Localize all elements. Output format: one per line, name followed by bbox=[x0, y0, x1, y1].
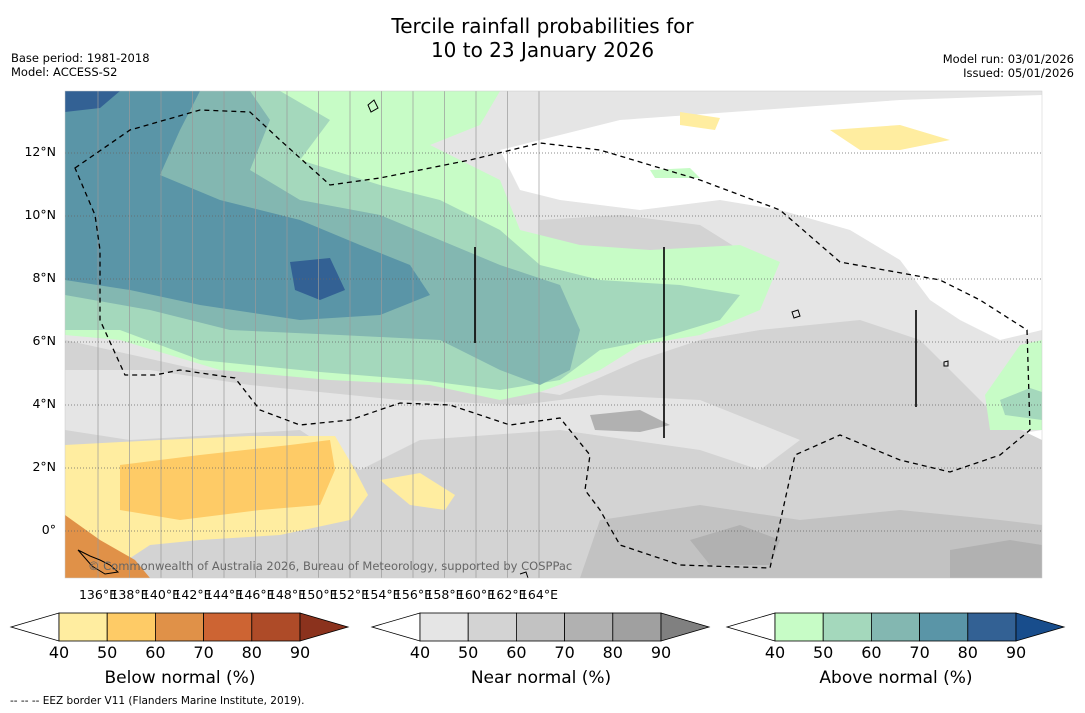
colorbar-tick-label: 70 bbox=[554, 643, 575, 662]
colorbar-min-extension bbox=[9, 612, 60, 642]
colorbar-tick-label: 50 bbox=[813, 643, 834, 662]
colorbar-segment bbox=[419, 612, 469, 642]
longitude-label: 140°E bbox=[141, 587, 180, 602]
issued-label: Issued: 05/01/2026 bbox=[963, 66, 1074, 80]
below-normal-40-area bbox=[680, 112, 720, 130]
colorbar-segment bbox=[467, 612, 517, 642]
colorbar-segment bbox=[919, 612, 969, 642]
near-normal-70-area bbox=[950, 540, 1042, 578]
graticule bbox=[97, 91, 540, 578]
colorbar-segment bbox=[967, 612, 1017, 642]
latitude-label: 4°N bbox=[32, 396, 56, 411]
latitude-label: 8°N bbox=[32, 270, 56, 285]
above-normal-70-area bbox=[65, 91, 430, 320]
base-period-label: Base period: 1981-2018 bbox=[11, 51, 150, 65]
colorbar-segment bbox=[822, 612, 872, 642]
longitude-label: 142°E bbox=[173, 587, 212, 602]
colorbar-tick-label: 60 bbox=[145, 643, 166, 662]
colorbar-segment bbox=[251, 612, 301, 642]
longitude-label: 144°E bbox=[204, 587, 243, 602]
colorbar-near-normal bbox=[370, 612, 711, 642]
colorbar-tick-label: 90 bbox=[289, 643, 311, 662]
colorbar-tick-label: 60 bbox=[506, 643, 527, 662]
colorbar-min-extension bbox=[725, 612, 776, 642]
colorbar-max-extension bbox=[660, 612, 711, 642]
colorbar-segment bbox=[154, 612, 204, 642]
longitude-label: 158°E bbox=[425, 587, 464, 602]
colorbar-above-normal bbox=[725, 612, 1066, 642]
longitude-label: 152°E bbox=[330, 587, 369, 602]
colorbar-tick-label: 90 bbox=[650, 643, 672, 662]
colorbar-segment bbox=[774, 612, 824, 642]
islands bbox=[77, 99, 949, 579]
colorbar-tick-label: 90 bbox=[1005, 643, 1027, 662]
latitude-lines bbox=[65, 152, 1042, 532]
colorbar-max-extension bbox=[299, 612, 350, 642]
longitude-label: 164°E bbox=[519, 587, 558, 602]
low-confidence-area bbox=[500, 95, 1042, 340]
latitude-label: 0° bbox=[41, 522, 56, 537]
near-normal-50-area bbox=[820, 350, 910, 395]
colorbar-segment bbox=[612, 612, 662, 642]
longitude-label: 148°E bbox=[267, 587, 306, 602]
above-normal-50-area bbox=[1000, 388, 1042, 420]
colorbar-tick-label: 60 bbox=[861, 643, 882, 662]
colorbar-segment bbox=[203, 612, 253, 642]
colorbar-tick-label: 40 bbox=[409, 643, 431, 662]
near-normal-70-area bbox=[590, 410, 670, 432]
colorbar-segment bbox=[106, 612, 156, 642]
colorbar-max-extension bbox=[1015, 612, 1066, 642]
longitude-label: 136°E bbox=[78, 587, 117, 602]
colorbar-tick-label: 40 bbox=[48, 643, 70, 662]
colorbar-segment bbox=[58, 612, 108, 642]
map-frame bbox=[64, 90, 1043, 579]
longitude-label: 162°E bbox=[488, 587, 527, 602]
colorbar-tick-label: 80 bbox=[602, 643, 623, 662]
colorbar-segment bbox=[871, 612, 921, 642]
eez-footnote: -- -- -- EEZ border V11 (Flanders Marine… bbox=[10, 695, 305, 707]
copyright-notice: © Commonwealth of Australia 2026, Bureau… bbox=[88, 559, 573, 573]
below-normal-50-area bbox=[120, 440, 335, 520]
colorbar-tick-label: 70 bbox=[193, 643, 214, 662]
longitude-label: 150°E bbox=[299, 587, 338, 602]
longitude-label: 146°E bbox=[236, 587, 275, 602]
longitude-label: 156°E bbox=[393, 587, 432, 602]
colorbar-min-extension bbox=[370, 612, 421, 642]
colorbar-segment bbox=[516, 612, 566, 642]
below-normal-40-area bbox=[830, 125, 950, 150]
title-line-2: 10 to 23 January 2026 bbox=[430, 38, 655, 62]
colorbar-tick-label: 50 bbox=[458, 643, 479, 662]
model-label: Model: ACCESS-S2 bbox=[11, 65, 118, 79]
above-normal-title: Above normal (%) bbox=[819, 668, 973, 688]
latitude-label: 2°N bbox=[32, 459, 56, 474]
colorbar-below-normal bbox=[9, 612, 350, 642]
colorbar-segment bbox=[564, 612, 614, 642]
below-normal-title: Below normal (%) bbox=[104, 668, 256, 688]
title-line-1: Tercile rainfall probabilities for bbox=[391, 14, 694, 38]
latitude-label: 12°N bbox=[24, 144, 56, 159]
latitude-label: 6°N bbox=[32, 333, 56, 348]
colorbar-tick-label: 70 bbox=[909, 643, 930, 662]
colorbar-tick-label: 40 bbox=[764, 643, 786, 662]
model-run-label: Model run: 03/01/2026 bbox=[942, 52, 1074, 66]
longitude-label: 160°E bbox=[456, 587, 495, 602]
longitude-label: 154°E bbox=[362, 587, 401, 602]
latitude-label: 10°N bbox=[24, 207, 56, 222]
below-normal-40-area bbox=[380, 473, 455, 510]
eez-border bbox=[74, 109, 1031, 569]
longitude-label: 138°E bbox=[110, 587, 149, 602]
above-normal-80-area bbox=[65, 91, 120, 112]
probability-field bbox=[65, 91, 1042, 578]
near-normal-title: Near normal (%) bbox=[470, 668, 612, 688]
colorbar-tick-label: 80 bbox=[957, 643, 978, 662]
colorbar-tick-label: 50 bbox=[97, 643, 118, 662]
near-normal-60-area bbox=[580, 505, 1042, 578]
near-normal-70-area bbox=[690, 525, 780, 565]
colorbar-tick-label: 80 bbox=[241, 643, 262, 662]
